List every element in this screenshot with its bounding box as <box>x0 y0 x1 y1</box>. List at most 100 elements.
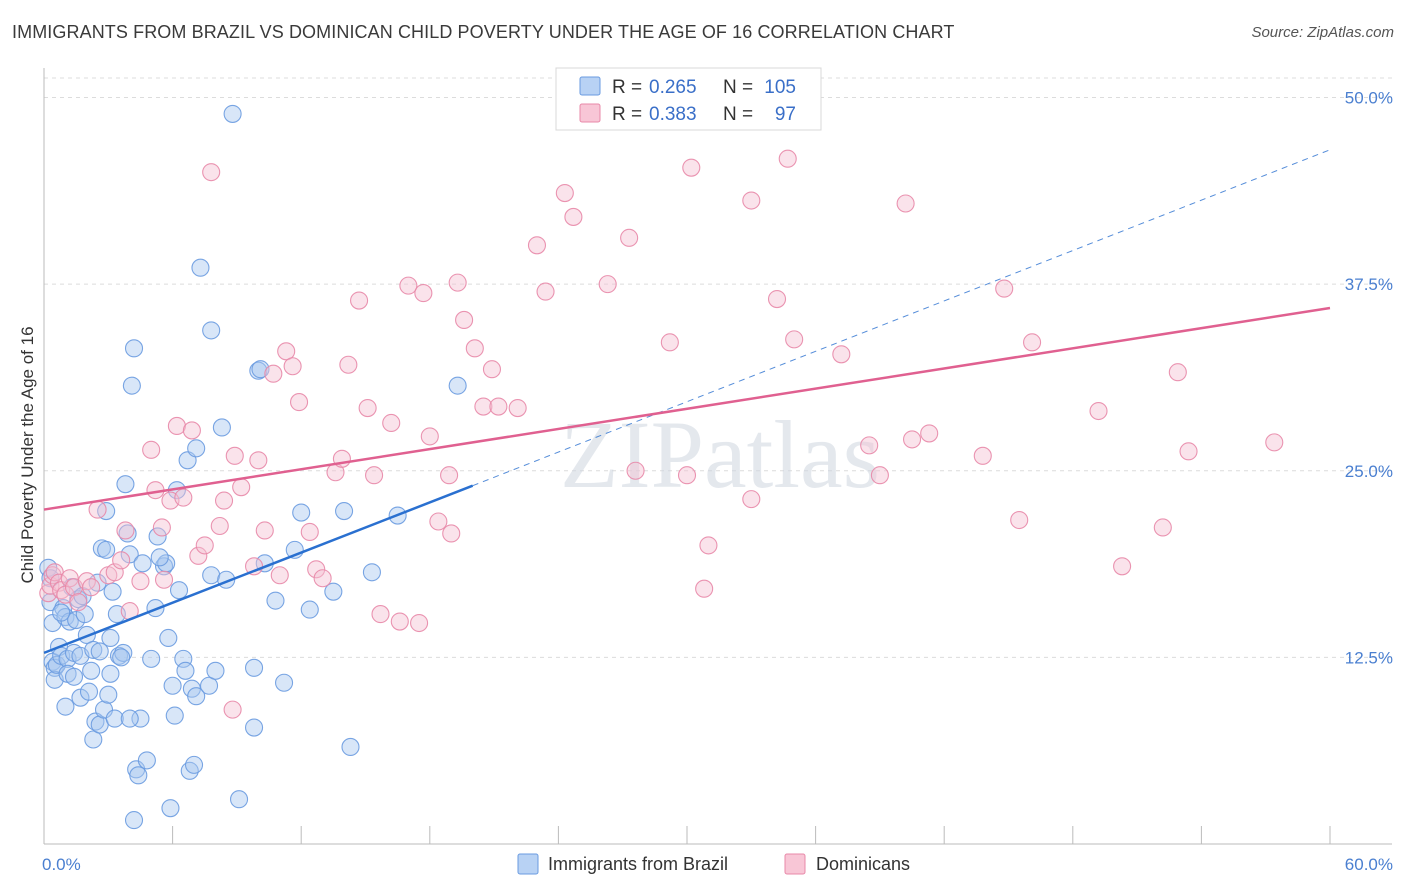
dominican-point-68 <box>536 282 555 301</box>
brazil-point-91 <box>300 600 319 619</box>
dominican-point-59 <box>442 524 461 543</box>
legend-r-value-2: 0.383 <box>649 104 697 125</box>
brazil-point-79 <box>212 418 231 437</box>
legend-n-value-1: 105 <box>764 77 796 98</box>
brazil-point-82 <box>229 790 249 809</box>
dominican-point-78 <box>699 536 718 555</box>
dominican-point-80 <box>742 191 761 210</box>
brazil-point-76 <box>202 321 221 340</box>
brazil-point-60 <box>159 628 178 648</box>
brazil-point-57 <box>148 527 167 546</box>
brazil-point-36 <box>99 685 118 704</box>
dominican-point-88 <box>902 430 922 449</box>
dominican-point-37 <box>270 566 289 585</box>
brazil-point-83 <box>244 718 264 737</box>
brazil-point-45 <box>118 524 137 543</box>
dominican-point-46 <box>339 355 358 374</box>
dominican-point-34 <box>249 451 268 470</box>
dominican-point-75 <box>677 466 697 485</box>
brazil-point-92 <box>324 582 343 601</box>
dominican-point-98 <box>1179 442 1198 461</box>
source-credit: Source: ZipAtlas.com <box>1251 24 1394 41</box>
dominican-point-97 <box>1168 363 1187 382</box>
brazil-point-90 <box>292 503 311 522</box>
dominican-point-32 <box>232 478 251 497</box>
brazil-point-75 <box>199 676 219 695</box>
brazil-point-65 <box>169 581 189 600</box>
watermark: ZIPatlas <box>560 401 880 508</box>
dominican-point-87 <box>896 194 915 213</box>
y-axis-label: Child Poverty Under the Age of 16 <box>18 326 37 583</box>
brazil-point-102 <box>52 603 71 622</box>
y-tick-label-3: 50.0% <box>1345 89 1393 108</box>
dominican-point-50 <box>371 605 390 624</box>
brazil-point-72 <box>187 687 206 706</box>
dominican-point-85 <box>860 436 879 455</box>
legend-n-label-2: N = <box>723 104 753 125</box>
dominican-point-58 <box>440 466 459 485</box>
brazil-point-97 <box>448 376 467 395</box>
dominican-point-36 <box>264 364 283 383</box>
dominican-point-39 <box>283 357 302 376</box>
brazil-point-27 <box>84 730 103 749</box>
dominican-point-62 <box>465 339 484 358</box>
x-tick-label-0: 0.0% <box>42 855 81 874</box>
brazil-point-74 <box>191 258 210 277</box>
dominican-point-7 <box>60 569 79 588</box>
brazil-point-88 <box>275 673 294 692</box>
dominican-trend-line <box>43 306 1331 511</box>
dominican-point-79 <box>742 490 761 509</box>
brazil-point-49 <box>124 811 144 830</box>
y-tick-label-0: 12.5% <box>1345 648 1393 667</box>
brazil-point-95 <box>362 563 381 582</box>
legend-dominican-label: Dominicans <box>816 854 910 874</box>
dominican-point-81 <box>767 290 787 309</box>
dominican-point-93 <box>1023 333 1042 352</box>
dominican-point-91 <box>995 279 1014 298</box>
legend-brazil-swatch <box>517 853 539 875</box>
brazil-point-81 <box>223 104 242 123</box>
brazil-point-104 <box>244 658 264 677</box>
dominican-point-95 <box>1113 557 1132 576</box>
brazil-point-87 <box>266 591 285 610</box>
brazil-point-54 <box>137 751 156 770</box>
dominican-point-43 <box>313 569 332 588</box>
dominican-point-12 <box>88 500 107 519</box>
brazil-point-67 <box>176 661 195 680</box>
legend-n-value-2: 97 <box>775 104 796 125</box>
legend-swatch-brazil <box>579 76 601 96</box>
dominican-point-99 <box>1265 433 1284 452</box>
dominican-point-72 <box>620 228 639 247</box>
dominican-point-66 <box>508 398 527 418</box>
brazil-point-48 <box>124 339 144 358</box>
dominican-point-27 <box>195 536 214 555</box>
dominican-point-82 <box>778 149 797 168</box>
brazil-point-55 <box>142 649 161 668</box>
dominican-point-89 <box>920 424 939 443</box>
dominican-point-100 <box>223 700 242 719</box>
brazil-point-40 <box>105 709 124 728</box>
brazil-point-103 <box>150 548 169 567</box>
dominican-point-57 <box>429 512 448 531</box>
dominican-point-94 <box>1089 401 1108 421</box>
dominican-point-35 <box>255 521 274 540</box>
dominican-point-23 <box>167 416 186 436</box>
brazil-point-39 <box>103 582 122 601</box>
brazil-point-52 <box>131 709 150 728</box>
dominican-point-53 <box>399 276 418 295</box>
brazil-point-47 <box>122 376 141 395</box>
dominican-point-56 <box>420 427 439 446</box>
brazil-point-101 <box>64 667 84 686</box>
dominican-point-52 <box>390 612 409 631</box>
y-tick-label-2: 37.5% <box>1345 275 1393 294</box>
series-legend: Immigrants from Brazil Dominicans <box>517 853 910 875</box>
brazil-point-100 <box>112 648 131 667</box>
x-tick-labels: 0.0% 60.0% <box>42 855 1393 874</box>
dominican-point-70 <box>564 207 583 226</box>
brazil-point-58 <box>154 557 174 576</box>
dominican-point-9 <box>69 593 88 612</box>
dominican-point-28 <box>202 163 221 182</box>
dominican-point-61 <box>455 310 474 330</box>
dominican-point-90 <box>973 446 992 465</box>
